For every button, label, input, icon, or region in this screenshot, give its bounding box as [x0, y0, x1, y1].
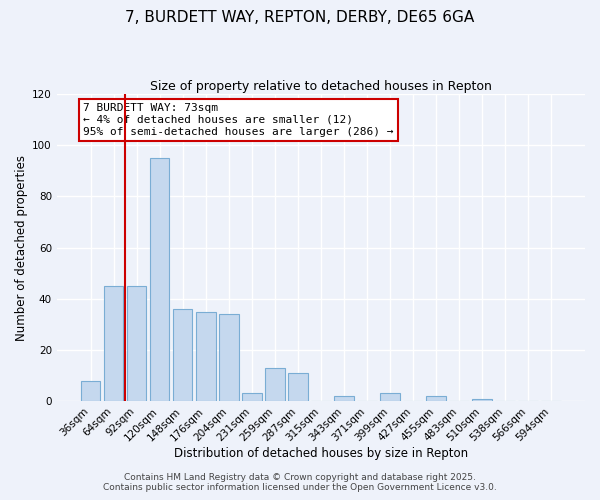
Text: 7 BURDETT WAY: 73sqm
← 4% of detached houses are smaller (12)
95% of semi-detach: 7 BURDETT WAY: 73sqm ← 4% of detached ho… [83, 104, 394, 136]
Bar [150, 158, 169, 401]
Bar [104, 286, 124, 401]
Text: Contains HM Land Registry data © Crown copyright and database right 2025.
Contai: Contains HM Land Registry data © Crown c… [103, 473, 497, 492]
Bar [127, 286, 146, 401]
Bar [334, 396, 354, 401]
Text: 7, BURDETT WAY, REPTON, DERBY, DE65 6GA: 7, BURDETT WAY, REPTON, DERBY, DE65 6GA [125, 10, 475, 25]
Y-axis label: Number of detached properties: Number of detached properties [15, 154, 28, 340]
Bar [173, 309, 193, 401]
Bar [426, 396, 446, 401]
Bar [288, 373, 308, 401]
Bar [242, 394, 262, 401]
Bar [380, 394, 400, 401]
Bar [196, 312, 215, 401]
Bar [81, 380, 100, 401]
Bar [265, 368, 284, 401]
Title: Size of property relative to detached houses in Repton: Size of property relative to detached ho… [150, 80, 492, 93]
Bar [472, 398, 492, 401]
Bar [219, 314, 239, 401]
X-axis label: Distribution of detached houses by size in Repton: Distribution of detached houses by size … [174, 447, 468, 460]
